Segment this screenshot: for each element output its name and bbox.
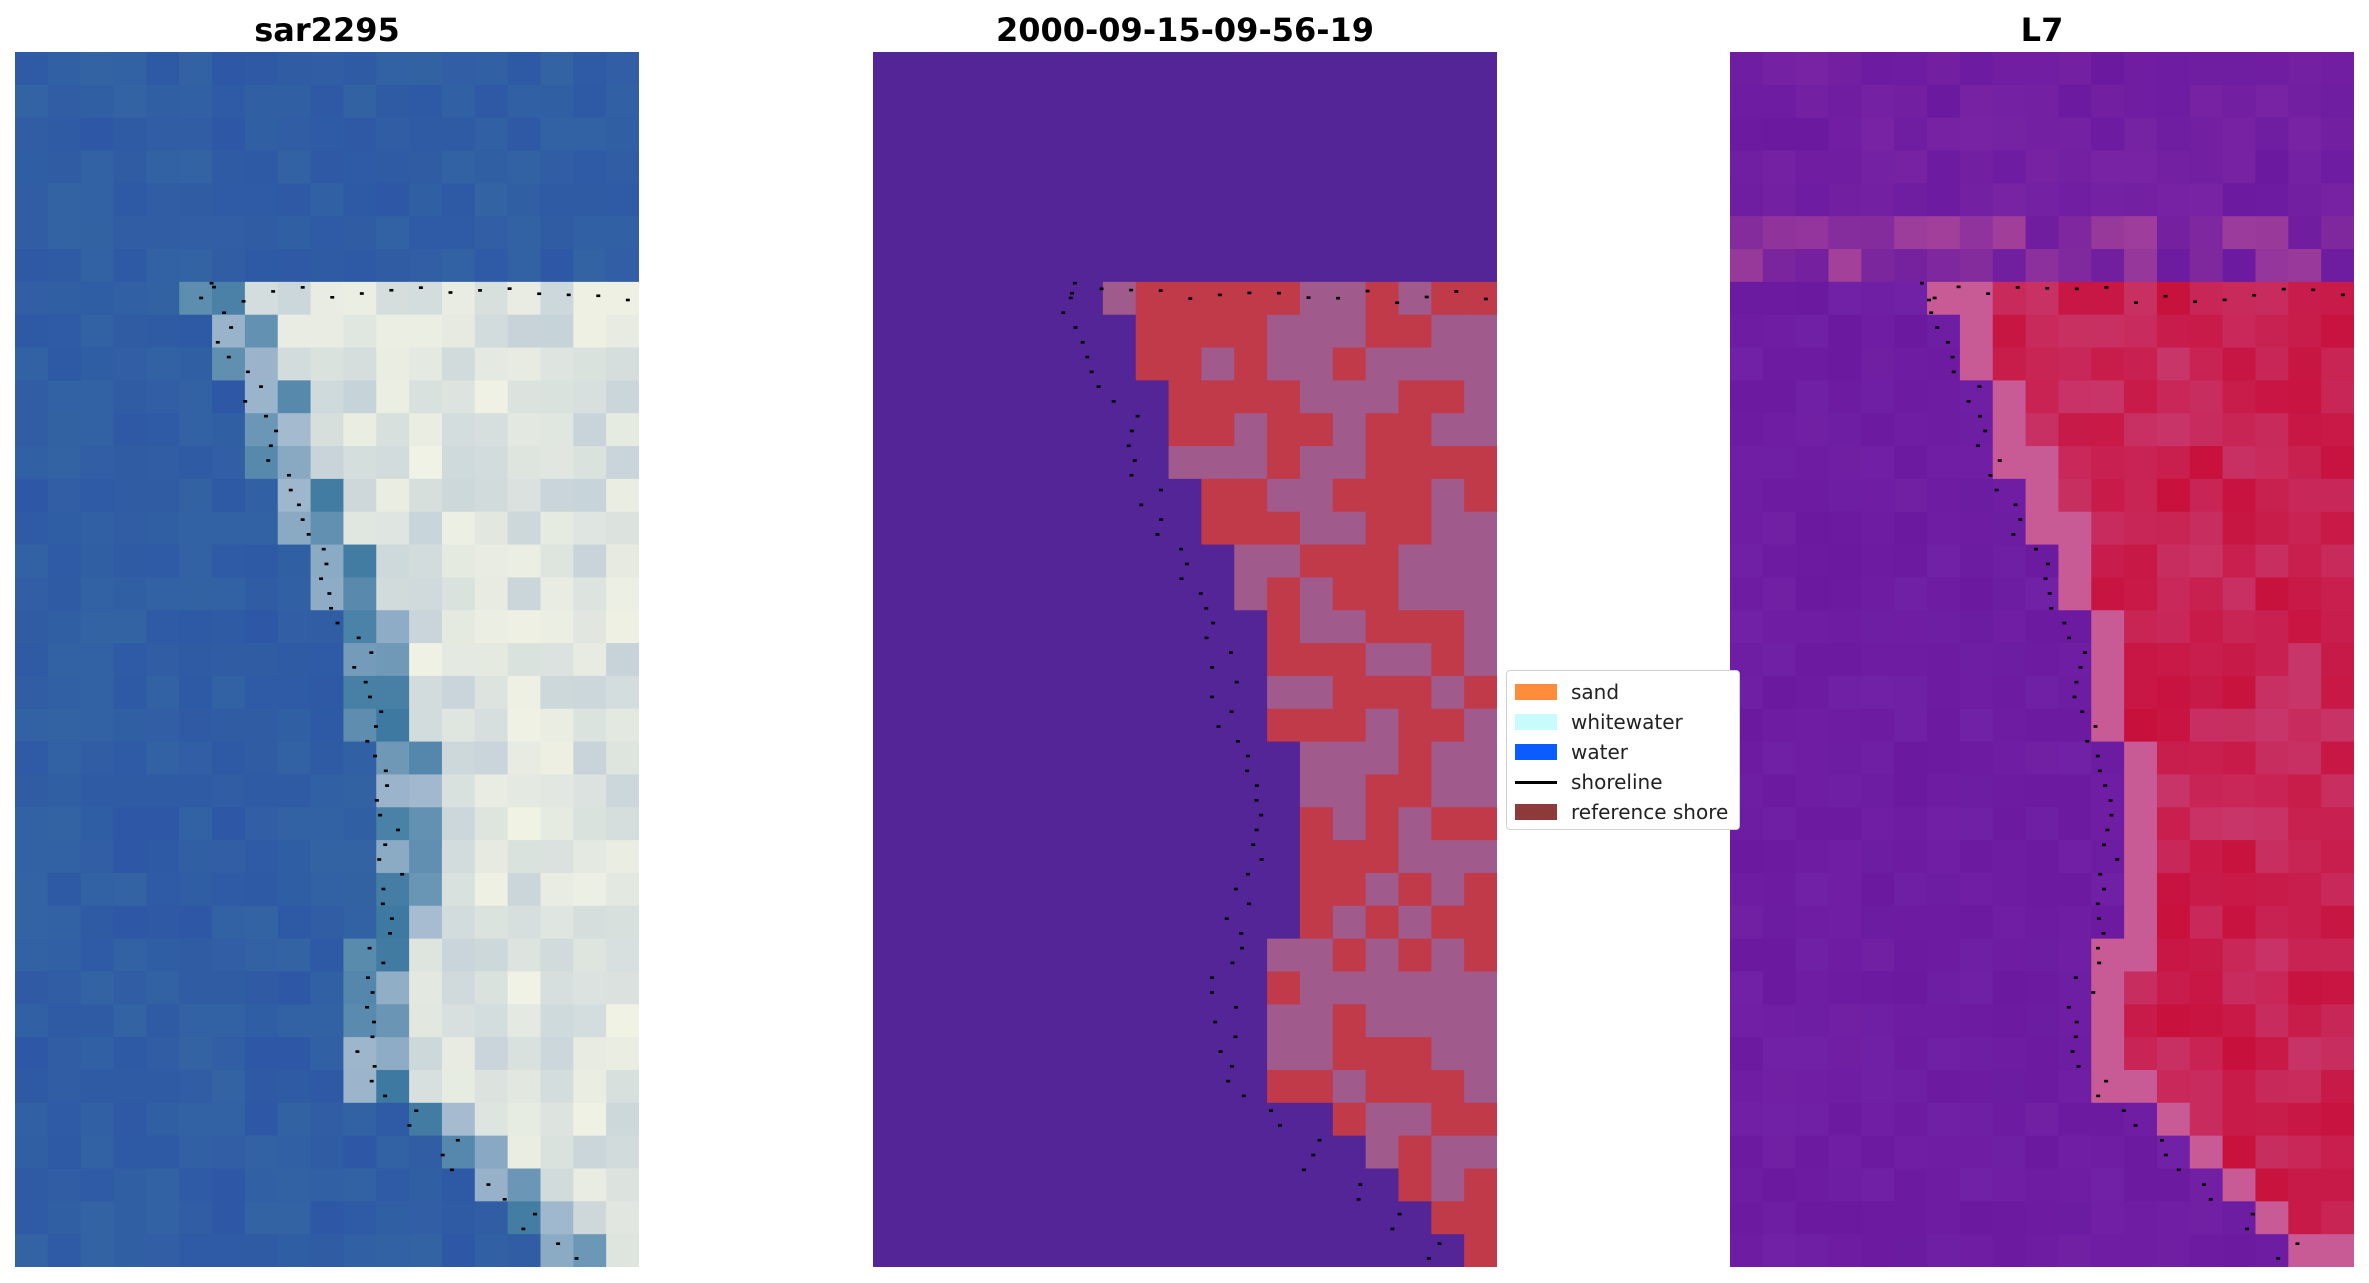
- legend: sand whitewater water shoreline referenc…: [1506, 670, 1740, 830]
- legend-swatch-water: [1515, 744, 1557, 760]
- legend-label: whitewater: [1571, 710, 1683, 734]
- legend-label: sand: [1571, 680, 1620, 704]
- legend-label: reference shore: [1571, 800, 1729, 824]
- legend-label: water: [1571, 740, 1628, 764]
- rgb-image: [15, 52, 639, 1267]
- legend-label: shoreline: [1571, 770, 1663, 794]
- shoreline-dots: [199, 281, 630, 1260]
- panel-title-index: L7: [2020, 11, 2064, 49]
- shoreline-dots: [1919, 281, 2345, 1260]
- panel-title-rgb: sar2295: [254, 11, 400, 49]
- rgb-image-panel: [15, 52, 639, 1267]
- legend-item-sand: sand: [1507, 677, 1619, 707]
- index-image: [1730, 52, 2354, 1267]
- index-image-panel: [1730, 52, 2354, 1267]
- classified-image: [873, 52, 1497, 1267]
- legend-swatch-reference-shore: [1515, 804, 1557, 820]
- legend-line-shoreline: [1515, 780, 1557, 784]
- legend-item-whitewater: whitewater: [1507, 707, 1683, 737]
- legend-swatch-sand: [1515, 684, 1557, 700]
- legend-item-shoreline: shoreline: [1507, 767, 1663, 797]
- shoreline-dots: [1061, 281, 1488, 1260]
- legend-item-reference-shore: reference shore: [1507, 797, 1728, 827]
- panel-title-classified: 2000-09-15-09-56-19: [995, 11, 1375, 49]
- classified-image-panel: [873, 52, 1497, 1267]
- legend-item-water: water: [1507, 737, 1628, 767]
- legend-swatch-whitewater: [1515, 714, 1557, 730]
